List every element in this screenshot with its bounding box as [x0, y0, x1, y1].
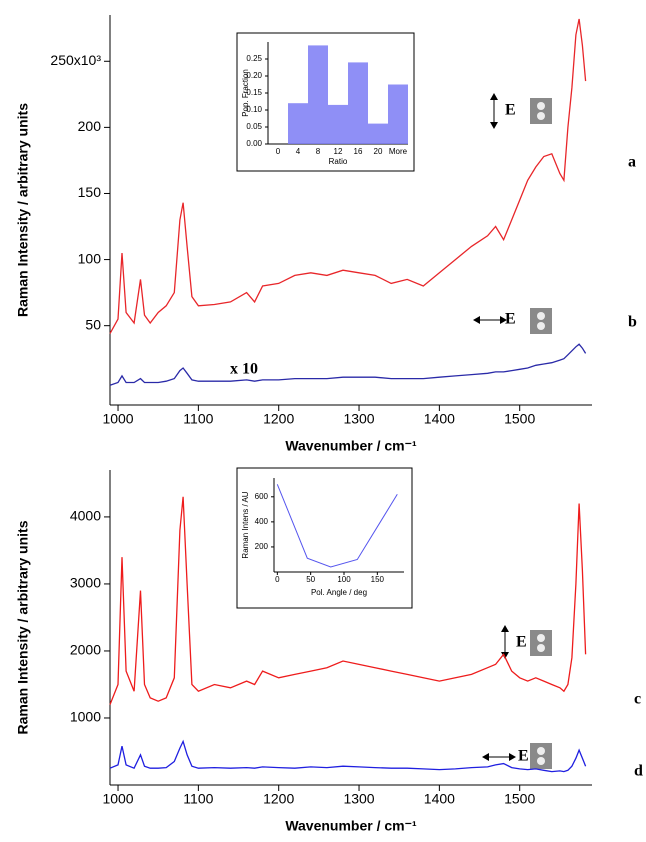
series-label: b [628, 314, 637, 331]
y-tick-label: 2000 [70, 642, 101, 658]
y-tick-label: 0.20 [246, 71, 262, 80]
data-line [276, 484, 398, 568]
x-tick-label: 1100 [183, 791, 213, 807]
x-tick-label: 150 [371, 575, 385, 584]
x-axis-label: Wavenumber / cm⁻¹ [285, 438, 417, 454]
data-line [109, 18, 587, 334]
x-tick-label: 0 [276, 147, 281, 156]
y-tick-label: 1000 [70, 709, 101, 725]
x-tick-label: 20 [374, 147, 383, 156]
annotation: E [505, 311, 516, 328]
y-tick-label: 100 [78, 250, 102, 266]
annotation: E [518, 748, 529, 765]
x-tick-label: More [389, 147, 408, 156]
y-axis-label: Pop. Fraction [241, 69, 250, 117]
x-axis-label: Wavenumber / cm⁻¹ [285, 818, 417, 834]
y-axis-label: Raman Intensity / arbitrary units [15, 520, 31, 734]
pol-icon [473, 93, 516, 761]
x-tick-label: 1300 [343, 791, 374, 807]
bar [348, 62, 368, 144]
annotation: E [505, 102, 516, 119]
x-tick-label: 1200 [263, 791, 294, 807]
data-line [109, 343, 587, 386]
y-tick-label: 3000 [70, 575, 101, 591]
series-label: c [634, 691, 641, 708]
x-tick-label: 100 [337, 575, 351, 584]
y-tick-label: 150 [78, 184, 102, 200]
x-tick-label: 1400 [424, 411, 455, 427]
particle-icon [530, 98, 552, 769]
annotation: E [516, 634, 527, 651]
y-axis-label: Raman Intensity / arbitrary units [15, 103, 31, 317]
bar [388, 84, 408, 144]
x-axis-label: Pol. Angle / deg [311, 588, 367, 597]
x-tick-label: 1300 [343, 411, 374, 427]
x-tick-label: 1000 [102, 411, 133, 427]
x-tick-label: 1400 [424, 791, 455, 807]
y-tick-label: 0.00 [246, 139, 262, 148]
bar [288, 103, 308, 144]
x-tick-label: 4 [296, 147, 301, 156]
y-tick-label: 600 [255, 492, 269, 501]
x-tick-label: 8 [316, 147, 321, 156]
x-tick-label: 50 [306, 575, 315, 584]
x-tick-label: 1100 [183, 411, 213, 427]
y-tick-label: 200 [255, 542, 269, 551]
bar [328, 104, 348, 144]
x-tick-label: 16 [354, 147, 363, 156]
y-tick-label: 0.15 [246, 88, 262, 97]
y-tick-label: 400 [255, 517, 269, 526]
data-line [109, 496, 587, 705]
inset-frame [236, 467, 413, 609]
x-tick-label: 1200 [263, 411, 294, 427]
data-line [109, 739, 587, 773]
series-label: a [628, 154, 636, 171]
y-axis-label: Raman Intens / AU [241, 491, 250, 558]
y-tick-label: 200 [78, 118, 102, 134]
x-tick-label: 1000 [102, 791, 133, 807]
y-tick-label: 250x10³ [50, 52, 101, 68]
x-tick-label: 1500 [504, 411, 535, 427]
y-tick-label: 50 [85, 316, 101, 332]
y-tick-label: 4000 [70, 508, 101, 524]
x-tick-label: 12 [334, 147, 343, 156]
x-tick-label: 1500 [504, 791, 535, 807]
x-axis-label: Ratio [329, 157, 348, 166]
bar [368, 123, 388, 144]
y-tick-label: 0.05 [246, 122, 262, 131]
y-tick-label: 0.25 [246, 54, 262, 63]
annotation: x 10 [230, 361, 258, 378]
bar [308, 45, 328, 144]
y-tick-label: 0.10 [246, 105, 262, 114]
x-tick-label: 0 [275, 575, 280, 584]
series-label: d [634, 763, 643, 780]
